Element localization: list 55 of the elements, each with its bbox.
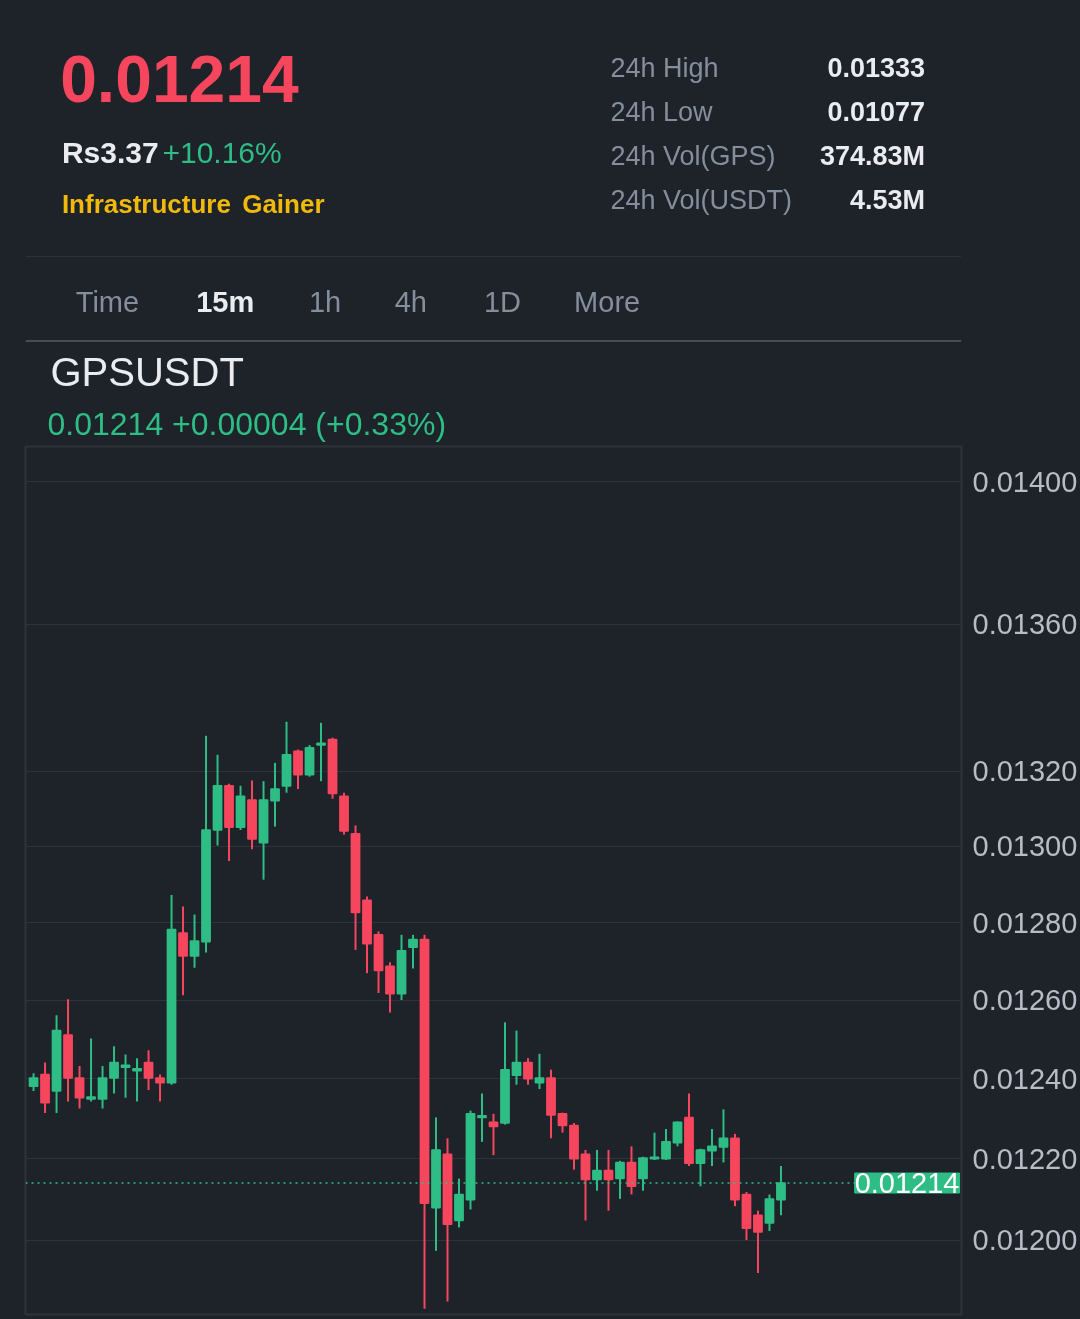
text: Infrastructure: [61, 188, 231, 219]
text: 4h: [394, 285, 427, 318]
candlestick: [718, 1108, 729, 1164]
text: 4.53M: [850, 184, 926, 215]
candlestick: [97, 1065, 108, 1110]
candlestick: [477, 1092, 487, 1143]
y-tick-label: 0.01280: [972, 906, 1078, 939]
text: 15m: [196, 285, 255, 318]
candlestick: [523, 1057, 533, 1086]
candlestick: [672, 1120, 683, 1148]
candlestick: [603, 1148, 614, 1212]
candlestick: [74, 1065, 85, 1110]
candlestick: [155, 1073, 165, 1103]
text: 0.01214: [60, 41, 300, 116]
text: 0.01333: [827, 53, 926, 83]
candlestick: [178, 905, 188, 997]
text: 24h Vol(GPS): [610, 140, 776, 171]
candlestick: [293, 748, 303, 791]
candlestick: [109, 1045, 119, 1095]
text: Time: [75, 285, 140, 318]
y-tick-label: 0.01320: [972, 755, 1078, 788]
y-tick-label: 0.01240: [972, 1062, 1078, 1095]
text: 0.01077: [827, 97, 926, 127]
text: 1D: [483, 285, 522, 318]
candlestick: [132, 1057, 142, 1103]
text: 24h High: [610, 52, 719, 83]
candlestick: [511, 1029, 522, 1086]
text: More: [574, 285, 641, 318]
candlestick: [408, 933, 418, 970]
ref-line-label: 0.01214: [854, 1167, 960, 1200]
chart-title: GPSUSDT: [50, 349, 244, 394]
text: 24h Vol(USDT): [610, 184, 793, 215]
y-tick-label: 0.01200: [972, 1224, 1078, 1257]
candlestick: [488, 1112, 499, 1157]
y-tick-label: 0.01220: [972, 1142, 1078, 1175]
candlestick: [649, 1131, 660, 1161]
y-tick-label: 0.01360: [972, 608, 1078, 641]
candlestick: [143, 1049, 154, 1091]
candlestick: [86, 1037, 96, 1103]
text: Gainer: [242, 188, 325, 219]
y-tick-label: 0.01400: [972, 465, 1078, 498]
candlestick: [534, 1052, 545, 1091]
candlestick: [189, 913, 200, 969]
candlestick: [661, 1128, 671, 1161]
text: 1h: [308, 285, 342, 318]
candlestick: [753, 1209, 763, 1275]
text: 24h Low: [610, 96, 714, 127]
y-tick-label: 0.01260: [972, 984, 1078, 1017]
candlestick: [316, 721, 326, 783]
text: Rs3.37: [61, 136, 159, 169]
text: +10.16%: [162, 136, 282, 169]
text: 374.83M: [820, 140, 926, 171]
y-tick-label: 0.01300: [972, 830, 1078, 863]
chart-subtitle: 0.01214 +0.00004 (+0.33%): [47, 405, 447, 442]
candlestick: [270, 761, 280, 828]
